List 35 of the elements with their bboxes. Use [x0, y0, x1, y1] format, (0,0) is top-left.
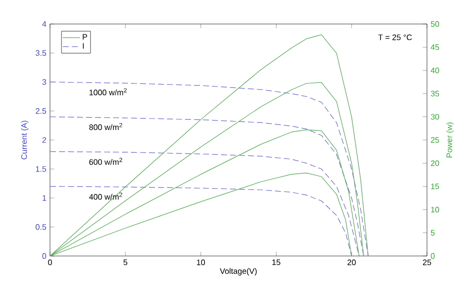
y2-tick-label: 30 [430, 114, 440, 120]
y-tick-label: 0 [42, 253, 46, 259]
y-tick-label: 3 [42, 79, 46, 85]
y2-tick-label: 50 [430, 21, 440, 27]
y2-axis-title: Power (w) [446, 122, 454, 158]
y2-tick-label: 40 [430, 68, 440, 74]
annotation: T = 25 °C [378, 34, 412, 40]
annotation: 1000 w/m$^{2}$ [90, 88, 127, 96]
y2-tick-label: 20 [430, 160, 440, 166]
legend-label: I [82, 43, 84, 49]
x-tick-label: 20 [348, 260, 356, 266]
y-tick-label: 1.5 [36, 166, 46, 172]
x-tick-label: 5 [123, 260, 128, 266]
y-axis-title: Current (A) [21, 120, 28, 160]
y2-tick-label: 5 [430, 230, 435, 236]
y-tick-label: 0.5 [36, 224, 46, 230]
legend-label: P [82, 34, 88, 40]
y2-tick-label: 10 [431, 206, 440, 212]
y2-tick-label: 25 [430, 137, 440, 143]
annotation: 600 w/m$^{2}$ [89, 158, 122, 165]
x-axis-title: Voltage(V) [220, 268, 257, 276]
y-tick-label: 3.5 [36, 50, 46, 56]
y2-tick-label: 15 [431, 184, 440, 190]
y2-tick-label: 45 [430, 44, 440, 50]
y-tick-label: 4 [42, 21, 46, 27]
x-tick-label: 15 [272, 260, 280, 266]
x-tick-label: 10 [196, 260, 205, 266]
y2-tick-label: 35 [430, 90, 440, 96]
y-tick-label: 2 [42, 137, 46, 143]
x-tick-label: 25 [422, 260, 432, 266]
annotation: 800 w/m$^{2}$ [89, 122, 122, 130]
x-tick-label: 0 [48, 260, 52, 266]
y2-tick-label: 0 [430, 253, 435, 259]
y-tick-label: 1 [42, 195, 46, 201]
y-tick-label: 2.5 [36, 108, 46, 114]
